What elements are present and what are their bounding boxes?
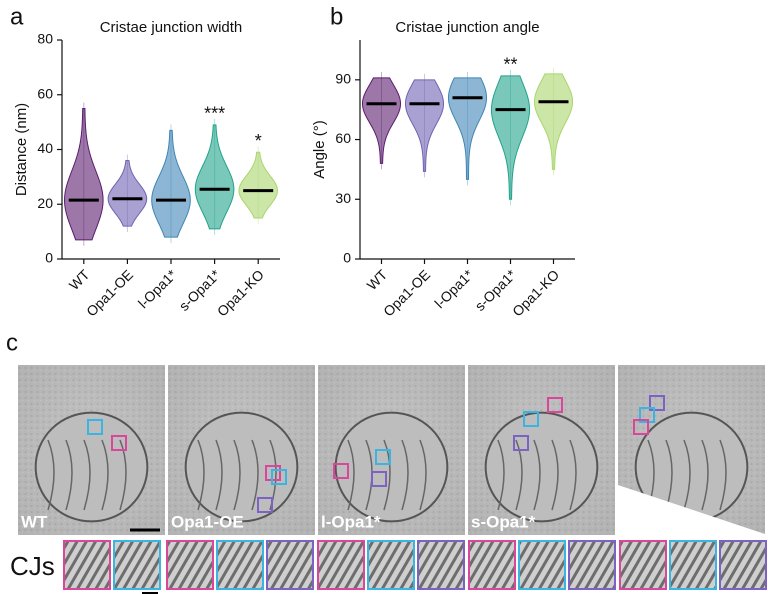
y-tick-label: 60 xyxy=(335,130,351,146)
cj-box xyxy=(547,397,563,413)
crista xyxy=(215,439,223,511)
crista xyxy=(119,439,127,511)
x-tick-label: Opa1-KO xyxy=(214,266,267,319)
crista xyxy=(251,439,259,511)
micrograph-label: s-Opa1* xyxy=(471,512,536,531)
panel-label: c xyxy=(6,329,18,356)
crista xyxy=(515,439,523,511)
cj-box xyxy=(513,435,529,451)
crista xyxy=(233,439,241,511)
x-tick-label: WT xyxy=(66,266,93,293)
violin xyxy=(194,124,235,230)
violin xyxy=(107,159,148,227)
y-axis-label: Angle (°) xyxy=(311,120,328,179)
violin xyxy=(404,79,445,172)
panel-label: a xyxy=(10,3,24,30)
cj-thumbnail xyxy=(669,540,717,590)
cj-box xyxy=(371,471,387,487)
cj-label: CJs xyxy=(10,551,55,581)
cj-thumbnail xyxy=(619,540,667,590)
mitochondrion xyxy=(334,411,449,523)
x-tick-label: l-Opa1* xyxy=(431,266,476,311)
micrograph-label: WT xyxy=(21,512,48,531)
x-tick-label: Opa1-OE xyxy=(83,266,136,319)
x-tick-label: l-Opa1* xyxy=(135,266,180,311)
violin xyxy=(361,77,402,164)
cj-thumbnail xyxy=(113,540,161,590)
significance: ** xyxy=(503,55,517,75)
cj-thumbnail xyxy=(417,540,465,590)
crista xyxy=(719,439,727,511)
cj-thumbnail xyxy=(568,540,616,590)
crista xyxy=(197,439,205,511)
chart-title: Cristae junction angle xyxy=(395,19,539,36)
y-tick-label: 20 xyxy=(37,195,53,211)
mitochondrion xyxy=(184,411,299,523)
y-axis-label: Distance (nm) xyxy=(13,103,30,196)
significance: *** xyxy=(204,104,225,124)
cj-thumbnail xyxy=(719,540,767,590)
crista xyxy=(383,439,391,511)
cj-thumbnail xyxy=(367,540,415,590)
cj-thumbnail xyxy=(216,540,264,590)
chart-title: Cristae junction width xyxy=(100,19,243,36)
cj-box xyxy=(111,435,127,451)
violin xyxy=(238,151,278,219)
crista xyxy=(401,439,409,511)
y-tick-label: 90 xyxy=(335,71,351,87)
crista xyxy=(497,439,505,511)
crista xyxy=(419,439,427,511)
cj-box xyxy=(649,395,665,411)
cj-thumbnail xyxy=(166,540,214,590)
x-tick-label: Opa1-OE xyxy=(380,266,433,319)
significance: * xyxy=(255,131,262,151)
micrograph-label: Opa1-OE xyxy=(171,512,244,531)
crista xyxy=(701,439,709,511)
violin xyxy=(490,75,531,200)
micrograph-label: l-Opa1* xyxy=(321,512,381,531)
y-tick-label: 80 xyxy=(37,31,53,47)
cj-thumbnail xyxy=(518,540,566,590)
violin xyxy=(447,77,488,180)
wedge xyxy=(618,485,768,535)
crista xyxy=(683,439,691,511)
cj-thumbnail xyxy=(468,540,516,590)
cj-box xyxy=(633,419,649,435)
y-tick-label: 40 xyxy=(37,140,53,156)
y-tick-label: 30 xyxy=(335,190,351,206)
y-tick-label: 60 xyxy=(37,85,53,101)
cj-thumbnail xyxy=(63,540,111,590)
violin xyxy=(533,73,574,170)
crista xyxy=(533,439,541,511)
y-tick-label: 0 xyxy=(45,250,53,266)
crista xyxy=(347,439,355,511)
cj-thumbnails xyxy=(63,540,767,594)
mitochondrion xyxy=(34,411,149,523)
cj-box xyxy=(87,419,103,435)
crista xyxy=(47,439,55,511)
panel-label: b xyxy=(330,3,343,30)
x-tick-label: Opa1-KO xyxy=(509,266,562,319)
crista xyxy=(551,439,559,511)
crista xyxy=(101,439,109,511)
cj-box xyxy=(257,497,273,513)
cj-box xyxy=(333,463,349,479)
cj-box xyxy=(523,411,539,427)
x-tick-label: WT xyxy=(364,266,391,293)
crista xyxy=(83,439,91,511)
violin xyxy=(151,129,191,238)
cj-box xyxy=(271,469,287,485)
cj-box xyxy=(375,449,391,465)
crista xyxy=(569,439,577,511)
cj-thumbnail xyxy=(317,540,365,590)
y-tick-label: 0 xyxy=(343,250,351,266)
cj-thumbnail xyxy=(266,540,314,590)
violin xyxy=(63,107,104,241)
crista xyxy=(65,439,73,511)
mitochondrion xyxy=(484,411,599,523)
